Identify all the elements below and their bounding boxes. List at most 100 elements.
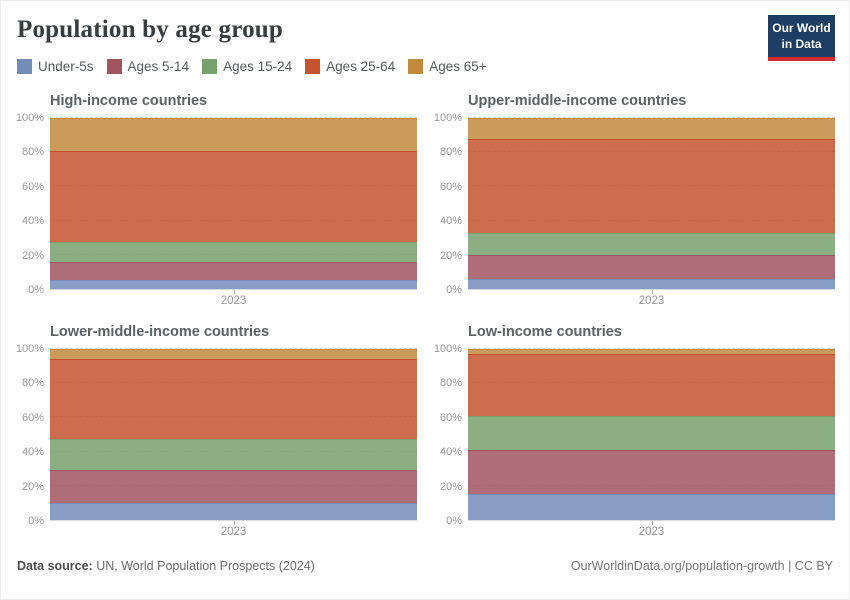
area-band-ages-65plus: [50, 118, 417, 152]
y-axis-label: 80%: [21, 146, 44, 159]
x-tick-mark: [233, 290, 235, 294]
area-band-under-5s: [468, 493, 835, 520]
footer: Data source: UN, World Population Prospe…: [1, 559, 849, 573]
y-axis-label: 40%: [21, 446, 44, 459]
panel-title: High-income countries: [50, 93, 208, 109]
area-band-ages-25-64: [50, 151, 417, 242]
gridline-100: [468, 117, 835, 118]
legend-item-ages-65plus[interactable]: Ages 65+: [408, 59, 487, 74]
owid-logo[interactable]: Our World in Data: [768, 15, 835, 62]
panel-lower-middle-income: Lower-middle-income countries 100% 80% 60%…: [16, 324, 417, 541]
area-band-ages-25-64: [468, 138, 835, 233]
area-band-under-5s: [468, 278, 835, 289]
panel-title: Low-income countries: [468, 324, 622, 340]
x-tick-label: 2023: [220, 526, 247, 538]
area-band-ages-5-14: [468, 254, 835, 279]
legend-label: Ages 65+: [429, 59, 487, 74]
area-band-under-5s: [50, 502, 417, 520]
legend: Under-5s Ages 5-14 Ages 15-24 Ages 25-64 Age…: [17, 59, 833, 74]
y-axis-label: 0%: [446, 515, 462, 527]
area-band-ages-15-24: [50, 438, 417, 470]
legend-swatch-ages-15-24: [202, 59, 218, 74]
x-tick-label: 2023: [220, 295, 247, 307]
area-band-ages-15-24: [468, 232, 835, 255]
area-band-ages-65plus: [468, 349, 835, 355]
area-band-ages-65plus: [50, 349, 417, 360]
y-axis-label: 40%: [439, 446, 462, 459]
y-axis-label: 80%: [21, 377, 44, 390]
y-axis-label: 20%: [439, 249, 462, 262]
x-axis: 2023: [468, 290, 835, 310]
legend-item-ages-15-24[interactable]: Ages 15-24: [202, 59, 292, 74]
legend-swatch-ages-5-14: [106, 59, 122, 74]
legend-swatch-under-5s: [17, 59, 32, 74]
plot-area: [468, 117, 835, 290]
y-axis-label: 20%: [21, 249, 44, 262]
legend-swatch-ages-65plus: [408, 59, 424, 74]
owid-logo-line2: in Data: [781, 36, 822, 51]
x-tick-mark: [233, 521, 235, 525]
x-axis: 2023: [468, 521, 835, 541]
plot-area: [50, 117, 417, 290]
x-tick-mark: [651, 290, 653, 294]
legend-label: Ages 25-64: [326, 59, 396, 74]
footer-link[interactable]: OurWorldinData.org/population-growth | C…: [570, 559, 833, 573]
legend-item-ages-5-14[interactable]: Ages 5-14: [106, 59, 190, 74]
panel-title: Upper-middle-income countries: [468, 93, 687, 109]
y-axis: 100% 80% 60% 40% 20% 0%: [16, 112, 50, 296]
y-axis-label: 80%: [439, 377, 462, 390]
y-axis-label: 60%: [21, 180, 44, 193]
panel-low-income: Low-income countries 100% 80% 60% 40% 20% 0% …: [434, 324, 835, 541]
legend-label: Ages 5-14: [127, 59, 190, 74]
area-band-ages-5-14: [50, 261, 417, 281]
x-tick-mark: [651, 521, 653, 525]
footer-source: Data source: UN, World Population Prospe…: [17, 559, 315, 573]
area-band-ages-5-14: [468, 449, 835, 494]
panel-title: Lower-middle-income countries: [50, 324, 270, 340]
legend-item-ages-25-64[interactable]: Ages 25-64: [305, 59, 395, 74]
y-axis-label: 60%: [439, 180, 462, 193]
y-axis: 100% 80% 60% 40% 20% 0%: [434, 343, 468, 527]
x-axis: 2023: [50, 521, 417, 541]
legend-label: Ages 15-24: [223, 59, 293, 74]
y-axis-label: 100%: [15, 112, 44, 124]
area-band-ages-25-64: [468, 354, 835, 416]
x-tick-label: 2023: [638, 526, 665, 538]
y-axis-label: 60%: [21, 411, 44, 424]
y-axis-label: 40%: [439, 215, 462, 228]
area-band-ages-25-64: [50, 359, 417, 439]
y-axis: 100% 80% 60% 40% 20% 0%: [16, 343, 50, 527]
legend-item-under-5s[interactable]: Under-5s: [17, 59, 94, 74]
y-axis-label: 20%: [439, 480, 462, 493]
panel-high-income: High-income countries 100% 80% 60% 40% 20% 0%…: [16, 93, 417, 310]
area-band-ages-5-14: [50, 469, 417, 503]
charts-grid: High-income countries 100% 80% 60% 40% 20% 0%…: [1, 93, 849, 541]
x-axis: 2023: [50, 290, 417, 310]
plot-area: [468, 348, 835, 521]
y-axis-label: 0%: [28, 515, 44, 527]
y-axis-label: 100%: [433, 112, 462, 124]
legend-swatch-ages-25-64: [305, 59, 321, 74]
footer-source-text: UN, World Population Prospects (2024): [96, 559, 315, 573]
legend-label: Under-5s: [38, 59, 94, 74]
gridline-100: [50, 117, 417, 118]
gridline-100: [50, 348, 417, 349]
owid-logo-line1: Our World: [772, 21, 831, 35]
area-band-ages-65plus: [468, 118, 835, 139]
y-axis-label: 0%: [28, 284, 44, 296]
gridline-100: [468, 348, 835, 349]
y-axis-label: 40%: [21, 215, 44, 228]
area-band-under-5s: [50, 280, 417, 289]
y-axis-label: 80%: [439, 146, 462, 159]
area-band-ages-15-24: [50, 241, 417, 262]
y-axis-label: 100%: [15, 343, 44, 355]
plot-area: [50, 348, 417, 521]
footer-source-label: Data source:: [17, 559, 93, 573]
header: Population by age group Our World in Dat…: [1, 1, 849, 62]
y-axis-label: 60%: [439, 411, 462, 424]
y-axis-label: 0%: [446, 284, 462, 296]
x-tick-label: 2023: [638, 295, 665, 307]
y-axis-label: 20%: [21, 480, 44, 493]
panel-upper-middle-income: Upper-middle-income countries 100% 80% 60%…: [434, 93, 835, 310]
